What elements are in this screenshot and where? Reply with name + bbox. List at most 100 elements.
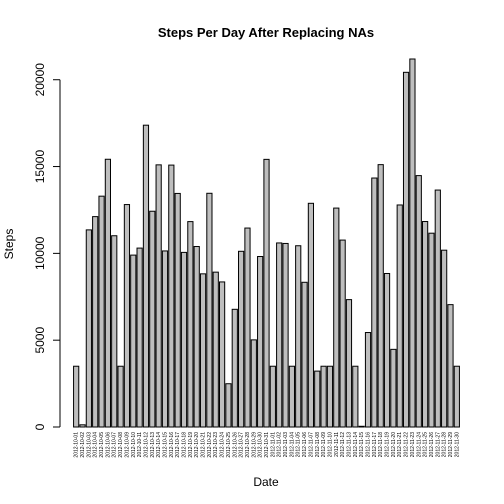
- bar: [326, 365, 334, 428]
- y-tick-label: 10000: [33, 236, 47, 270]
- bar: [206, 192, 213, 428]
- x-tick-label: 2012-10-31: [264, 432, 270, 458]
- bar: [402, 71, 410, 428]
- bar: [263, 158, 270, 428]
- x-tick-label: 2012-10-18: [182, 432, 188, 458]
- x-tick-label: 2012-10-26: [232, 432, 238, 458]
- bar: [320, 365, 327, 428]
- x-tick-label: 2012-10-05: [99, 432, 105, 458]
- bar: [345, 299, 353, 428]
- x-tick-label: 2012-10-02: [80, 432, 86, 458]
- bar: [301, 281, 308, 428]
- y-axis-label: Steps: [2, 229, 16, 260]
- x-tick-label: 2012-11-17: [372, 432, 378, 457]
- bar: [409, 58, 416, 428]
- bar: [453, 365, 460, 428]
- x-tick-label: 2012-11-06: [302, 432, 308, 457]
- bar: [364, 332, 372, 428]
- x-tick-label: 2012-10-07: [112, 432, 118, 458]
- y-tick-label: 20000: [33, 63, 47, 97]
- bar: [180, 251, 188, 428]
- x-tick-label: 2012-10-27: [239, 432, 245, 458]
- bar: [269, 365, 276, 428]
- bar: [282, 242, 289, 428]
- bar: [193, 246, 200, 428]
- x-tick-label: 2012-11-23: [410, 432, 416, 457]
- x-tick-label: 2012-11-01: [270, 432, 276, 457]
- x-tick-label: 2012-11-03: [283, 432, 289, 457]
- x-tick-label: 2012-11-10: [327, 432, 333, 457]
- x-tick-label: 2012-11-16: [366, 432, 372, 457]
- x-tick-label: 2012-11-27: [435, 432, 441, 457]
- x-tick-label: 2012-10-14: [156, 432, 162, 458]
- bar: [390, 348, 397, 428]
- bar: [111, 235, 118, 428]
- bar: [288, 365, 295, 428]
- x-tick-label: 2012-10-04: [93, 432, 99, 458]
- y-axis: 0 5000 10000 15000 20000: [33, 63, 61, 430]
- bars-group: [73, 58, 460, 428]
- bar: [377, 164, 384, 428]
- x-tick-label: 2012-11-15: [359, 432, 365, 457]
- x-tick-label: 2012-10-09: [124, 432, 130, 458]
- x-tick-label: 2012-10-12: [143, 432, 149, 458]
- x-tick-label: 2012-11-09: [321, 432, 327, 457]
- bar: [174, 192, 181, 428]
- x-tick-label: 2012-10-25: [226, 432, 232, 458]
- x-tick-label: 2012-10-06: [105, 432, 111, 458]
- x-tick-label: 2012-11-11: [334, 432, 340, 457]
- x-tick-label: 2012-10-30: [258, 432, 264, 458]
- x-tick-label: 2012-10-21: [201, 432, 207, 458]
- bar: [396, 204, 403, 428]
- x-tick-label: 2012-11-19: [385, 432, 391, 457]
- x-tick-label: 2012-10-08: [118, 432, 124, 458]
- x-tick-label: 2012-11-07: [308, 432, 314, 457]
- bar: [104, 158, 111, 428]
- chart-title: Steps Per Day After Replacing NAs: [158, 25, 374, 40]
- bar: [92, 216, 99, 428]
- bar: [244, 227, 251, 428]
- bar: [257, 256, 264, 428]
- bar: [441, 249, 448, 428]
- x-tick-label: 2012-10-13: [150, 432, 156, 458]
- bar: [85, 229, 92, 428]
- x-tick-label: 2012-10-11: [137, 432, 143, 457]
- bar: [231, 308, 238, 428]
- x-tick-label: 2012-11-26: [429, 432, 435, 457]
- x-tick-label: 2012-11-21: [397, 432, 403, 457]
- bar: [225, 383, 232, 428]
- x-tick-label: 2012-11-14: [353, 432, 359, 457]
- x-tick-label: 2012-10-03: [86, 432, 92, 458]
- bar: [339, 239, 346, 428]
- x-tick-label: 2012-11-18: [378, 432, 384, 457]
- x-tick-label: 2012-10-01: [74, 432, 80, 458]
- x-tick-label: 2012-11-12: [340, 432, 346, 457]
- bar: [447, 304, 454, 428]
- x-tick-label: 2012-10-24: [220, 432, 226, 458]
- bar: [142, 124, 150, 428]
- bar: [333, 207, 340, 428]
- bar: [352, 365, 359, 428]
- bar: [117, 365, 124, 428]
- x-tick-label: 2012-10-29: [251, 432, 257, 458]
- x-tick-label: 2012-10-16: [169, 432, 175, 458]
- x-tick-label: 2012-11-08: [315, 432, 321, 457]
- x-axis-label: Date: [253, 475, 279, 489]
- bar: [307, 202, 315, 428]
- bar: [79, 424, 86, 428]
- y-tick-label: 0: [33, 423, 47, 430]
- bar: [218, 281, 226, 428]
- bar: [98, 195, 105, 428]
- bar: [383, 272, 391, 428]
- bar: [168, 164, 175, 428]
- x-tick-label: 2012-10-22: [207, 432, 213, 458]
- bar: [73, 365, 80, 428]
- x-tick-label: 2012-10-15: [162, 432, 168, 458]
- x-tick-label: 2012-11-24: [416, 432, 422, 457]
- bar: [155, 164, 162, 428]
- x-tick-label: 2012-11-20: [391, 432, 397, 457]
- x-tick-label: 2012-11-30: [454, 432, 460, 457]
- x-tick-label: 2012-10-10: [131, 432, 137, 458]
- x-tick-label: 2012-10-23: [213, 432, 219, 458]
